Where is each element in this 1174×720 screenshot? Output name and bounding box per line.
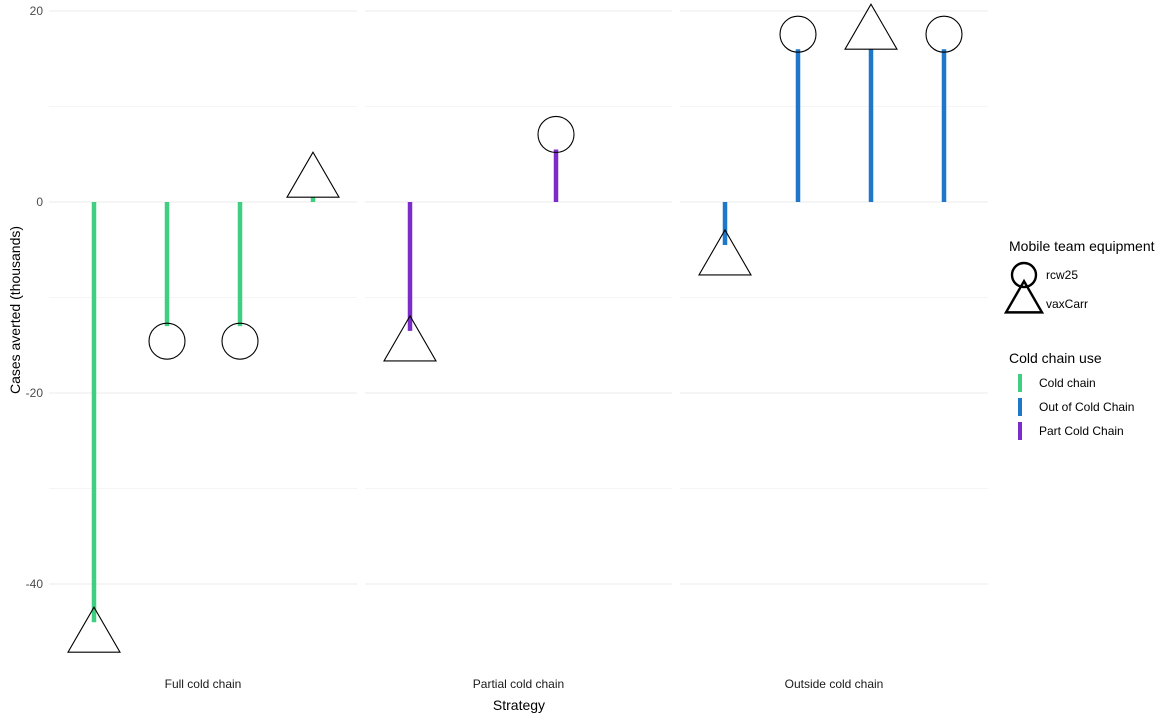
vaxcarr-marker xyxy=(698,228,752,276)
vaxcarr-marker xyxy=(844,3,898,50)
vaxcarr-marker xyxy=(67,606,121,653)
legend-color-label: Out of Cold Chain xyxy=(1039,400,1134,414)
legend-shape-items: rcw25 vaxCarr xyxy=(1003,261,1088,314)
legend-color-title: Cold chain use xyxy=(1009,350,1102,366)
legend-color-items: Cold chain Out of Cold Chain Part Cold Cha… xyxy=(1018,374,1134,440)
rcw25-marker xyxy=(925,15,963,53)
facet-labels: Full cold chain Partial cold chain Outside… xyxy=(165,677,884,691)
legend-shape-label: rcw25 xyxy=(1046,268,1078,282)
vaxcarr-marker xyxy=(383,314,437,362)
legend-color-label: Cold chain xyxy=(1039,376,1096,390)
facet-label: Partial cold chain xyxy=(473,677,564,691)
gridlines xyxy=(49,10,988,585)
rcw25-marker xyxy=(779,15,817,53)
legend-triangle-icon xyxy=(1003,278,1045,314)
legend-circle-icon xyxy=(1010,261,1038,289)
legend-shape-label: vaxCarr xyxy=(1046,297,1088,311)
facet-label: Outside cold chain xyxy=(785,677,884,691)
facet-label: Full cold chain xyxy=(165,677,242,691)
rcw25-marker xyxy=(537,115,575,154)
legend-color-label: Part Cold Chain xyxy=(1039,424,1124,438)
rcw25-marker xyxy=(221,322,259,360)
legend-shape-title: Mobile team equipment xyxy=(1009,238,1155,254)
y-axis-ticks: -40 -20 0 20 xyxy=(26,4,44,591)
x-axis-title: Strategy xyxy=(493,697,545,713)
y-axis-title: Cases averted (thousands) xyxy=(7,226,23,394)
legend: Mobile team equipment rcw25 vaxCarr Cold … xyxy=(1003,238,1155,440)
chart-marks xyxy=(67,3,963,653)
y-tick-label: 0 xyxy=(36,195,43,209)
y-tick-label: -40 xyxy=(26,577,44,591)
rcw25-marker xyxy=(148,322,186,360)
y-tick-label: 20 xyxy=(30,4,44,18)
y-tick-label: -20 xyxy=(26,386,44,400)
vaxcarr-marker xyxy=(286,151,340,198)
